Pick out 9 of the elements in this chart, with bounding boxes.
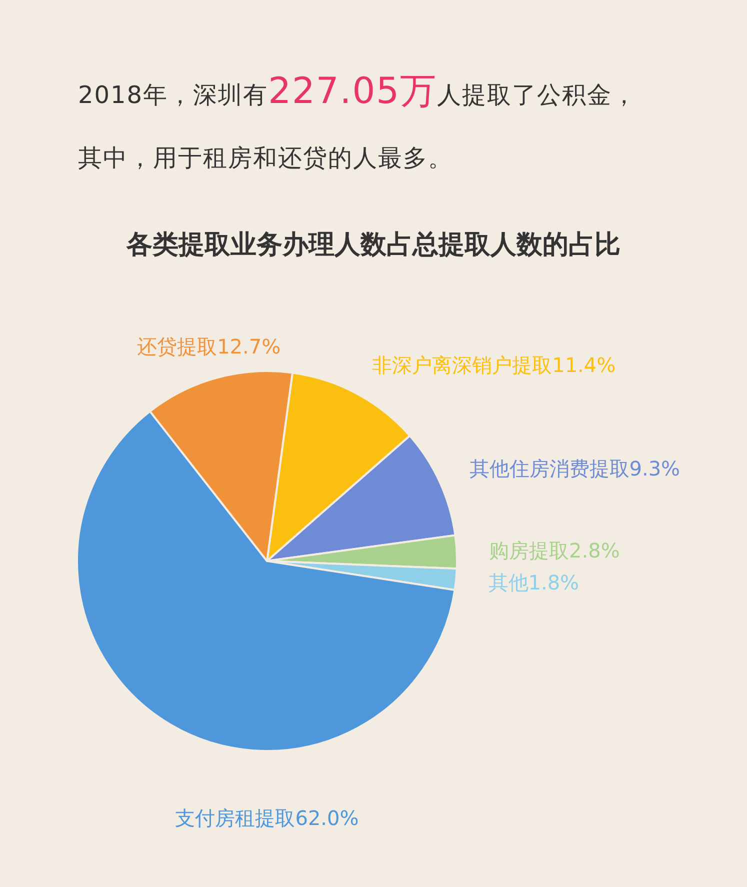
slice-label: 还贷提取12.7% xyxy=(137,334,281,358)
slice-label: 支付房租提取62.0% xyxy=(175,806,359,830)
slice-label: 非深户离深销户提取11.4% xyxy=(372,353,616,378)
text: 其中，用于租房和还贷的人最多。 xyxy=(78,144,453,172)
slice-label: 其他住房消费提取9.3% xyxy=(469,456,680,481)
slice-label: 其他1.8% xyxy=(488,570,580,594)
chart-title: 各类提取业务办理人数占总提取人数的占比 xyxy=(126,230,620,260)
slice-label: 购房提取2.8% xyxy=(489,538,620,562)
text: 2018年，深圳有227.05万人提取了公积金， xyxy=(78,71,638,112)
